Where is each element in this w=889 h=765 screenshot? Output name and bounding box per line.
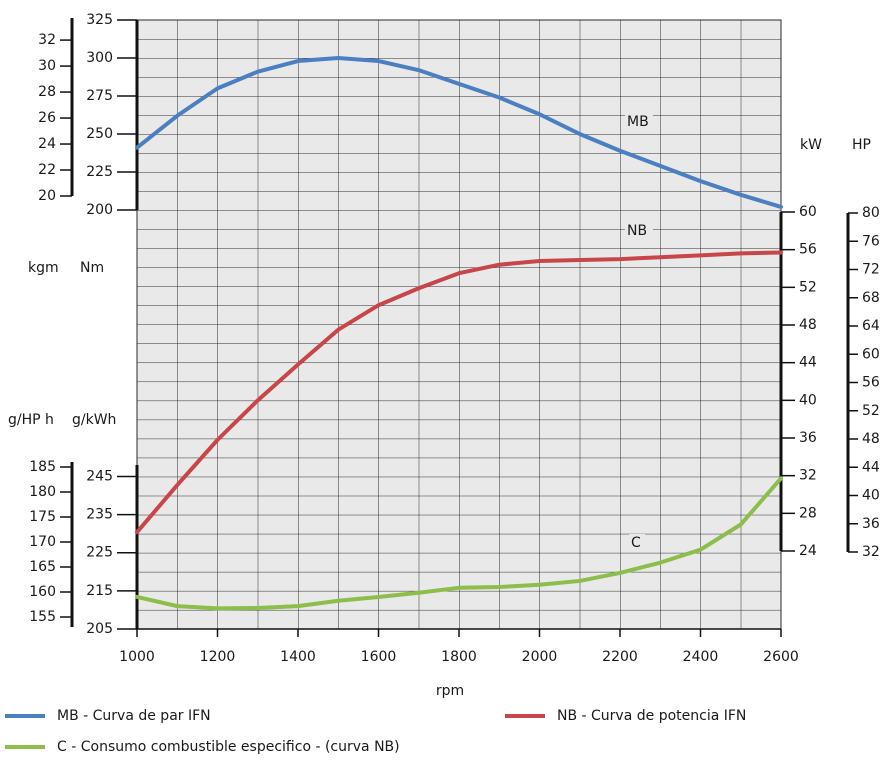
y-tick-label: 26 [38,110,56,126]
y-tick-label: 185 [29,459,56,475]
y-tick-label: 76 [862,233,880,249]
y-tick-label: 52 [862,403,880,419]
data-line [135,476,783,611]
y-tick-label: 56 [862,375,880,391]
y-tick-label: 32 [38,32,56,48]
y-tick-label: 30 [38,58,56,74]
y-tick-label: 32 [799,468,817,484]
y-tick-label: 36 [799,430,817,446]
y-tick-label: 225 [86,545,113,561]
x-tick-label: 1000 [119,649,155,665]
y-tick-label: 44 [862,459,880,475]
y-tick-label: 215 [86,583,113,599]
annotation-bg [625,113,653,131]
y-tick-label: 64 [862,318,880,334]
x-tick-label: 2400 [683,649,719,665]
x-tick-label: 1800 [441,649,477,665]
y-tick-label: 40 [862,488,880,504]
y-tick-label: 60 [862,346,880,362]
data-line [135,250,783,535]
y-tick-label: 28 [38,84,56,100]
y-tick-label: 48 [862,431,880,447]
y-tick-label: 200 [86,202,113,218]
x-tick-label: 1200 [200,649,236,665]
curve-annotation: MB [627,114,649,130]
annotation-bg [629,534,645,552]
y-tick-label: 56 [799,242,817,258]
y-tick-label: 28 [799,505,817,521]
y-tick-label: 32 [862,544,880,560]
annotation-bg [625,222,653,240]
y-tick-label: 325 [86,12,113,28]
y-tick-label: 275 [86,88,113,104]
axis-title: g/kWh [72,412,116,428]
x-tick-label: 2200 [602,649,638,665]
y-tick-label: 60 [799,204,817,220]
y-tick-label: 225 [86,164,113,180]
data-line [135,56,783,209]
plot-grid [136,19,782,630]
x-tick-label: 1400 [280,649,316,665]
y-tick-label: 175 [29,509,56,525]
axis-title: g/HP h [8,412,54,428]
y-tick-label: 48 [799,317,817,333]
axis-title: kW [800,137,822,153]
y-tick-label: 36 [862,516,880,532]
axis-title: kgm [28,260,59,276]
y-tick-label: 235 [86,507,113,523]
y-tick-label: 155 [29,609,56,625]
curve-annotation: C [631,535,641,551]
y-tick-label: 20 [38,188,56,204]
y-tick-label: 160 [29,584,56,600]
y-tick-label: 165 [29,559,56,575]
y-tick-label: 24 [38,136,56,152]
y-tick-label: 52 [799,279,817,295]
legend-label: C - Consumo combustible especifico - (cu… [57,739,400,755]
y-tick-label: 250 [86,126,113,142]
y-tick-label: 44 [799,355,817,371]
x-tick-label: 2000 [522,649,558,665]
y-tick-label: 180 [29,484,56,500]
y-tick-label: 40 [799,392,817,408]
legend-label: MB - Curva de par IFN [57,708,211,724]
y-tick-label: 300 [86,50,113,66]
y-tick-label: 245 [86,468,113,484]
y-tick-label: 205 [86,621,113,637]
x-tick-label: 2600 [763,649,799,665]
legend-label: NB - Curva de potencia IFN [557,708,746,724]
x-axis-label: rpm [436,683,464,699]
axis-title: HP [852,137,871,153]
y-tick-label: 170 [29,534,56,550]
y-tick-label: 22 [38,162,56,178]
y-tick-label: 80 [862,205,880,221]
y-tick-label: 72 [862,262,880,278]
y-tick-label: 24 [799,543,817,559]
x-tick-label: 1600 [361,649,397,665]
curve-annotation: NB [627,223,647,239]
axis-title: Nm [80,260,104,276]
y-tick-label: 68 [862,290,880,306]
